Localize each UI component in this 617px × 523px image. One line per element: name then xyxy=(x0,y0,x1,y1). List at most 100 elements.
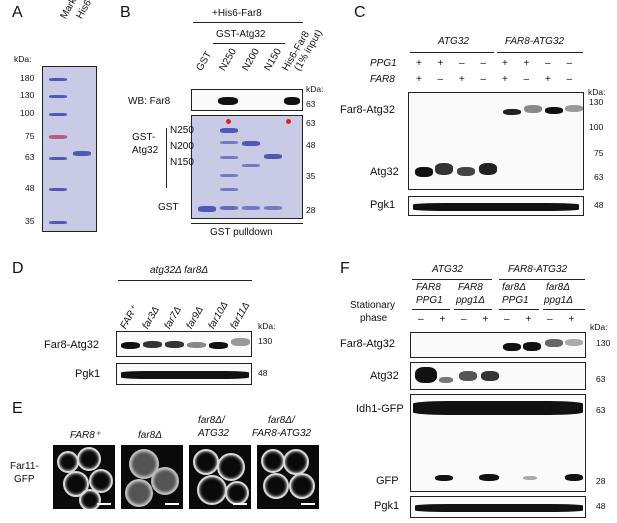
label-pgk1-d: Pgk1 xyxy=(75,368,101,380)
kda-tick: 63 xyxy=(306,118,316,128)
kda-tick: 130 xyxy=(20,90,35,100)
blot-c-main xyxy=(408,92,584,190)
lane-far7: far7Δ xyxy=(162,304,184,331)
lane-far-plus: FAR⁺ xyxy=(118,304,141,331)
kda-tick: 130 xyxy=(258,336,273,346)
construct-n150: N150 xyxy=(170,157,194,168)
micrograph-far8-del xyxy=(120,444,184,510)
lane-far9: far9Δ xyxy=(184,304,206,331)
row-ppg1: PPG1 xyxy=(370,58,397,69)
far8-sign: + xyxy=(459,74,465,85)
group-line xyxy=(499,279,585,280)
far8-sign: – xyxy=(523,74,530,85)
lane-n200: N200 xyxy=(240,46,262,73)
img-label-4a: far8Δ/ xyxy=(268,415,295,426)
micrograph-far8-del-atg32 xyxy=(188,444,252,510)
label-far8-atg32-d: Far8-Atg32 xyxy=(44,339,100,351)
img-label-3a: far8Δ/ xyxy=(198,415,225,426)
far8-sign: – xyxy=(566,74,573,85)
n150-band xyxy=(264,154,282,159)
label-far8-atg32-f: Far8-Atg32 xyxy=(340,338,396,350)
marker-band xyxy=(49,188,67,191)
n250-band xyxy=(220,128,238,133)
strain-line xyxy=(118,280,252,281)
sub-line xyxy=(412,309,450,310)
far8-sign: – xyxy=(437,74,444,85)
construct-bracket xyxy=(166,128,167,188)
blot-d-far8-atg32 xyxy=(116,331,252,357)
lane-n250: N250 xyxy=(217,46,239,73)
lane-gst: GST xyxy=(194,49,215,73)
stationary-sign: – xyxy=(461,314,467,325)
sub-1b: PPG1 xyxy=(416,295,443,306)
stationary-sign: + xyxy=(525,314,532,325)
group-far8-atg32-f: FAR8-ATG32 xyxy=(508,264,568,275)
gst-pulldown-gel xyxy=(191,115,303,219)
sub-line xyxy=(499,309,539,310)
blot-c-pgk1 xyxy=(408,196,584,216)
label-pgk1-f: Pgk1 xyxy=(374,500,400,512)
blot-f-far8-atg32 xyxy=(410,332,586,358)
sub-3a: far8Δ xyxy=(502,282,526,293)
far8-sign: + xyxy=(545,74,551,85)
kda-tick: 35 xyxy=(306,171,316,181)
panel-e-label: E xyxy=(12,400,23,417)
kda-tick: 63 xyxy=(306,99,316,109)
ppg1-sign: + xyxy=(502,58,508,69)
kda-tick: 63 xyxy=(596,374,606,384)
blot-f-pgk1 xyxy=(410,496,586,518)
row-far8: FAR8 xyxy=(370,74,395,85)
kda-tick: 48 xyxy=(594,200,604,210)
condition-line xyxy=(193,22,303,23)
panel-a-label: A xyxy=(12,4,23,21)
stationary-label-1: Stationary xyxy=(350,300,396,311)
img-label-4b: FAR8-ATG32 xyxy=(252,428,312,439)
kda-tick: 48 xyxy=(306,140,316,150)
his6-far8-condition: +His6-Far8 xyxy=(212,8,262,19)
sub-line xyxy=(454,309,492,310)
kda-tick: 48 xyxy=(258,368,268,378)
stationary-sign: + xyxy=(439,314,446,325)
micrograph-far8-plus xyxy=(52,444,116,510)
wb-far8-label: WB: Far8 xyxy=(128,96,171,107)
lane-far11: far11Δ xyxy=(228,300,253,331)
wb-far8-blot xyxy=(191,89,303,111)
group-line xyxy=(213,43,285,44)
coomassie-gel-a xyxy=(42,66,97,232)
gst-pulldown-label: GST pulldown xyxy=(210,227,273,238)
lane-far3: far3Δ xyxy=(140,304,162,331)
blot-f-atg32 xyxy=(410,362,586,390)
gst-band xyxy=(198,206,216,212)
img-label-far8-del: far8Δ xyxy=(138,430,162,441)
marker-band xyxy=(49,78,67,81)
stationary-sign: – xyxy=(418,314,424,325)
kda-label: kDa: xyxy=(590,322,608,332)
group-atg32: ATG32 xyxy=(438,36,469,47)
kda-tick: 63 xyxy=(594,172,604,182)
marker-band xyxy=(49,221,67,224)
marker-band xyxy=(49,95,67,98)
label-pgk1: Pgk1 xyxy=(370,199,396,211)
kda-tick: 35 xyxy=(25,216,35,226)
kda-tick: 63 xyxy=(25,152,35,162)
ppg1-sign: – xyxy=(459,58,465,69)
stationary-label-2: phase xyxy=(360,313,388,324)
micrograph-far8-del-far8-atg32 xyxy=(256,444,320,510)
ppg1-sign: + xyxy=(437,58,444,69)
lane-n150: N150 xyxy=(262,46,284,73)
kda-tick: 180 xyxy=(20,73,35,83)
far11-gfp-label-1: Far11- xyxy=(10,461,39,472)
stationary-sign: + xyxy=(482,314,489,325)
pulldown-line xyxy=(191,223,303,224)
far8-sign: – xyxy=(480,74,487,85)
kda-tick: 130 xyxy=(589,97,604,107)
kda-tick: 100 xyxy=(20,108,35,118)
n200-band xyxy=(242,141,260,146)
kda-label: kDa: xyxy=(588,87,606,97)
kda-tick: 28 xyxy=(596,476,606,486)
kda-tick: 48 xyxy=(596,501,606,511)
kda-label: kDa: xyxy=(258,321,276,331)
ppg1-sign: + xyxy=(416,58,422,69)
panel-c-label: C xyxy=(354,4,366,21)
construct-n200: N200 xyxy=(170,141,194,152)
